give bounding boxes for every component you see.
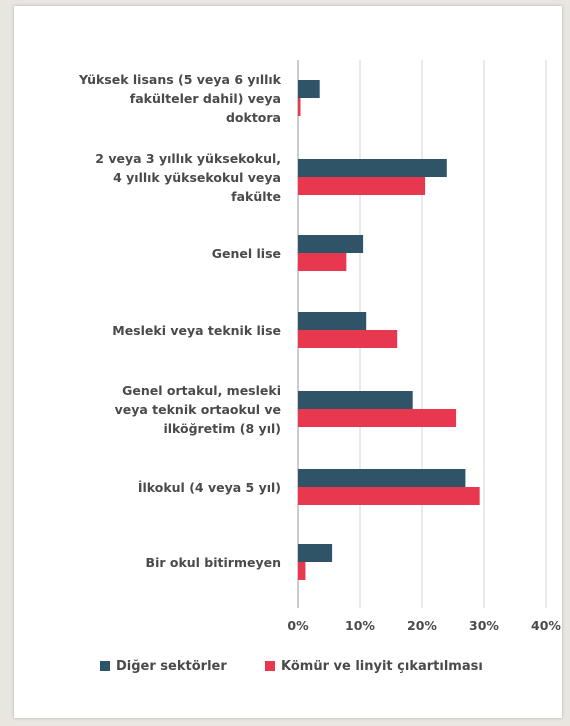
bar-komur-linyit [298, 177, 426, 195]
x-tick-label: 10% [345, 618, 375, 633]
x-tick-label: 30% [469, 618, 499, 633]
category-label: veya teknik ortaokul ve [115, 402, 281, 417]
category-label: Genel ortakul, mesleki [122, 383, 281, 398]
bar-diger-sektorler [298, 391, 413, 409]
x-tick-label: 40% [531, 618, 561, 633]
bar-diger-sektorler [298, 312, 367, 330]
bar-komur-linyit [298, 562, 306, 580]
legend-label: Kömür ve linyit çıkartılması [281, 659, 483, 674]
legend-label: Diğer sektörler [116, 659, 227, 674]
legend-swatch [265, 661, 275, 671]
bar-diger-sektorler [298, 469, 466, 487]
legend-swatch [100, 661, 110, 671]
bar-diger-sektorler [298, 544, 333, 562]
category-label: Genel lise [212, 246, 281, 261]
bar-komur-linyit [298, 330, 398, 348]
bar-diger-sektorler [298, 235, 364, 253]
x-tick-label: 20% [407, 618, 437, 633]
category-label: 2 veya 3 yıllık yüksekokul, [95, 151, 281, 166]
category-label: Bir okul bitirmeyen [146, 555, 281, 570]
category-label: İlkokul (4 veya 5 yıl) [138, 480, 281, 495]
bar-komur-linyit [298, 487, 480, 505]
x-tick-label: 0% [287, 618, 309, 633]
bar-diger-sektorler [298, 159, 447, 177]
bar-komur-linyit [298, 253, 347, 271]
category-label: fakülteler dahil) veya [130, 91, 281, 106]
category-label: Yüksek lisans (5 veya 6 yıllık [78, 72, 282, 87]
category-label: 4 yıllık yüksekokul veya [113, 170, 281, 185]
bar-komur-linyit [298, 409, 457, 427]
chart-frame [14, 6, 562, 718]
bar-diger-sektorler [298, 80, 320, 98]
bar-komur-linyit [298, 98, 301, 116]
category-label: fakülte [231, 189, 281, 204]
category-label: doktora [226, 110, 281, 125]
category-label: Mesleki veya teknik lise [112, 323, 281, 338]
category-label: ilköğretim (8 yıl) [163, 421, 281, 436]
